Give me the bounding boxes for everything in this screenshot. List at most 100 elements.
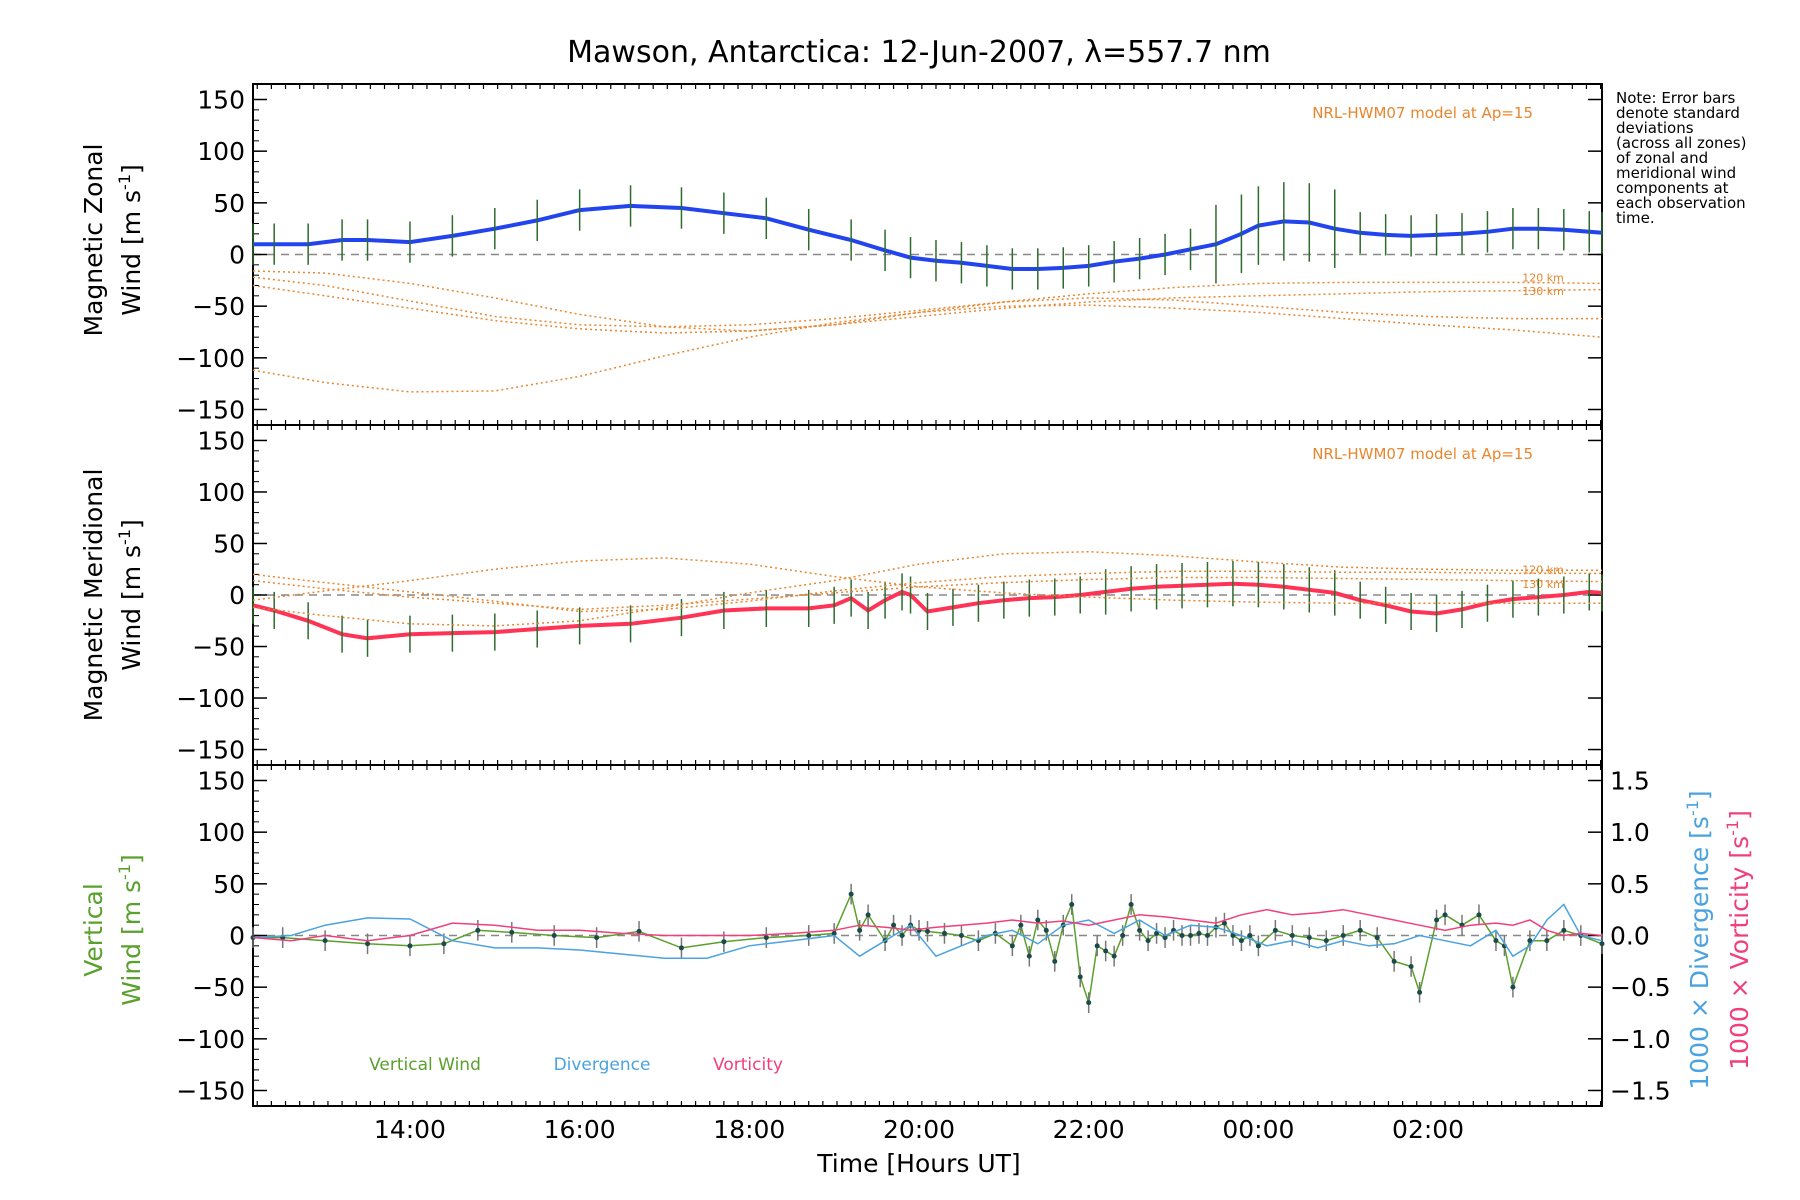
divergence-axis-text: 1000 × Divergence [s [1685,816,1714,1090]
zonal-y-tick-label: −50 [192,292,245,321]
vertical-ylabel-line1: Vertical [79,883,108,977]
meridional-y-tick-label: −150 [176,736,245,765]
zonal-ylabel-close: ] [117,164,146,174]
panel-meridional: 150 100 50 0 −50 −100 −150 NRL-HWM07 model at A… [176,424,1603,766]
zonal-series-model-4 [252,304,1603,393]
legend-divergence: Divergence [554,1055,651,1075]
legend-vertical-wind: Vertical Wind [369,1055,481,1075]
vertical-wind-point [1493,938,1499,944]
divergence-right-label: 1000 × Divergence [s-1] [1683,790,1714,1089]
divergence-axis-close: ] [1685,790,1714,800]
meridional-y-tick-label: 150 [197,426,245,455]
meridional-y-tick-label: 50 [213,529,245,558]
vertical-wind-point [1043,927,1049,933]
vertical-wind-point [1086,1000,1092,1006]
note-line: Note: Error bars [1616,89,1736,107]
vertical-wind-point [1009,943,1015,949]
vertical-wind-point [1599,941,1605,947]
vertical-ylabel: Vertical Wind [m s-1] [79,854,146,1006]
meridional-y-tick-label: −50 [192,633,245,662]
legend: Vertical Wind Divergence Vorticity [369,1055,783,1075]
vertical-series-vorticity [252,908,1603,942]
x-tick-label: 14:00 [374,1115,446,1144]
zonal-ylabel-line1: Magnetic Zonal [79,144,108,337]
vertical-wind-point [1196,930,1202,936]
vertical-ylabel-close: ] [117,854,146,864]
vertical-series-vertical-wind [253,891,1603,1003]
vertical-wind-point [551,933,557,938]
vertical-wind-point [1323,938,1329,944]
x-tick-label: 02:00 [1392,1115,1464,1144]
zonal-model-label: NRL-HWM07 model at Ap=15 [1312,104,1533,122]
meridional-ylabel-line2: Wind [m s-1] [115,519,146,671]
vertical-wind-point [1527,938,1533,944]
vertical-wind-point [365,941,371,947]
vertical-wind-point [1188,933,1194,938]
note-line: (across all zones) [1616,134,1746,152]
vertical-wind-point [1357,927,1363,933]
vertical-wind-point [1026,953,1032,959]
vertical-wind-point [1137,927,1143,933]
vertical-wind-point [1561,927,1567,933]
panel-zonal: 150 100 50 0 −50 −100 −150 NRL-HWM07 model at A… [176,83,1603,426]
vertical-y-tick-label: −150 [176,1077,245,1106]
x-tick-label: 18:00 [713,1115,785,1144]
vorticity-axis-text: 1000 × Vorticity [s [1725,836,1754,1070]
vertical-y-tick-label: 0 [229,922,245,951]
divergence-axis-label: 1000 × Divergence [s-1] [1683,790,1714,1089]
note-line: denote standard [1616,104,1740,122]
vertical-wind-point [636,928,642,934]
vertical-wind-point [1510,984,1516,990]
vertical-wind-point [1069,902,1075,907]
zonal-ylabel: Magnetic Zonal Wind [m s-1] [79,144,146,337]
vorticity-axis-sup: -1 [1723,820,1742,836]
zonal-series-model-120-km [252,276,1603,328]
right-y-tick-label: −0.5 [1610,973,1671,1002]
zonal-y-tick-label: −150 [176,396,245,425]
vorticity-axis-close: ] [1725,810,1754,820]
meridional-y-tick-label: −100 [176,684,245,713]
x-tick-labels: 14:00 16:00 18:00 20:00 22:00 00:00 02:00 [374,1115,1464,1144]
vertical-wind-point [958,933,964,938]
vertical-wind-point [1544,938,1550,944]
vertical-ylabel-line2: Wind [m s-1] [115,854,146,1006]
meridional-ylabel-close: ] [117,519,146,529]
vertical-wind-point [1247,933,1253,938]
note-text: Note: Error bars denote standard deviati… [1616,89,1746,227]
vertical-wind-point [1442,912,1448,918]
vertical-wind-point [941,930,947,936]
vertical-wind-point [848,891,854,897]
x-tick-label: 00:00 [1222,1115,1294,1144]
x-tick-label: 22:00 [1053,1115,1125,1144]
vertical-wind-point [1204,933,1210,938]
vertical-wind-point [891,922,897,928]
vertical-wind-point [857,927,863,933]
vertical-y-tick-label: 150 [197,767,245,796]
vertical-wind-point [1018,922,1024,928]
vertical-wind-point [1230,933,1236,938]
zonal-y-tick-label: −100 [176,344,245,373]
vertical-y-tick-label: −100 [176,1025,245,1054]
zonal-series-model-130-km [252,284,1603,334]
note-line: time. [1616,209,1655,227]
vertical-wind-point [1255,943,1261,949]
vertical-wind-point [1238,938,1244,944]
zonal-y-tick-label: 100 [197,137,245,166]
vertical-wind-point [1408,964,1414,969]
vertical-wind-point [1374,935,1380,941]
meridional-series-model-3 [252,557,1602,604]
meridional-altitude-label: 130 km [1522,578,1564,591]
vertical-wind-point [1154,930,1160,936]
divergence-axis-sup: -1 [1683,800,1702,816]
vertical-wind-point [865,912,871,918]
note-line: of zonal and [1616,149,1708,167]
panel-vertical: 150 100 50 0 −50 −100 −150 1.5 1.0 0.5 0.0 −0.5 −1.0… [176,764,1671,1107]
vertical-y-tick-label: 50 [213,870,245,899]
right-y-tick-label: −1.0 [1610,1025,1671,1054]
vertical-wind-point [594,935,600,941]
zonal-y-tick-label: 150 [197,86,245,115]
zonal-altitude-label: 130 km [1522,285,1564,298]
right-y-tick-label: 0.0 [1610,922,1650,951]
x-tick-label: 20:00 [883,1115,955,1144]
meridional-model-label: NRL-HWM07 model at Ap=15 [1312,445,1533,463]
